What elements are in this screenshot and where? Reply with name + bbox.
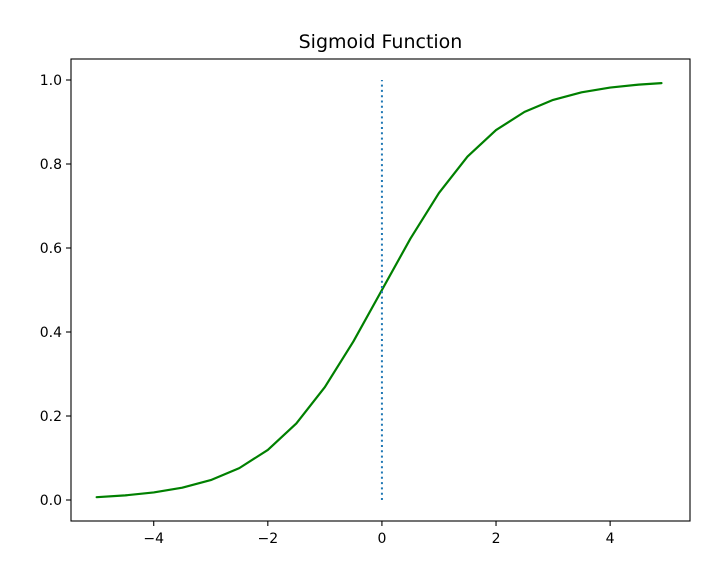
y-tick-label: 0.8 — [40, 157, 62, 173]
series-layer — [95, 80, 663, 500]
y-tick-label: 0.0 — [40, 493, 62, 509]
plot-area-frame — [70, 58, 691, 522]
y-tick-label: 1.0 — [40, 73, 62, 89]
x-tick-label: 0 — [377, 531, 386, 547]
y-tick-label: 0.6 — [40, 241, 62, 257]
x-tick-label: 4 — [606, 531, 615, 547]
ticks-layer: −4 −2 0 2 4 0.0 0.2 0.4 0.6 0.8 1.0 — [40, 73, 615, 547]
sigmoid-curve-line — [95, 82, 663, 499]
x-tick-label: 2 — [492, 531, 501, 547]
x-tick-label: −2 — [258, 531, 279, 547]
x-tick-label: −4 — [143, 531, 164, 547]
y-tick-label: 0.2 — [40, 409, 62, 425]
y-tick-label: 0.4 — [40, 325, 62, 341]
chart-title: Sigmoid Function — [299, 31, 463, 53]
